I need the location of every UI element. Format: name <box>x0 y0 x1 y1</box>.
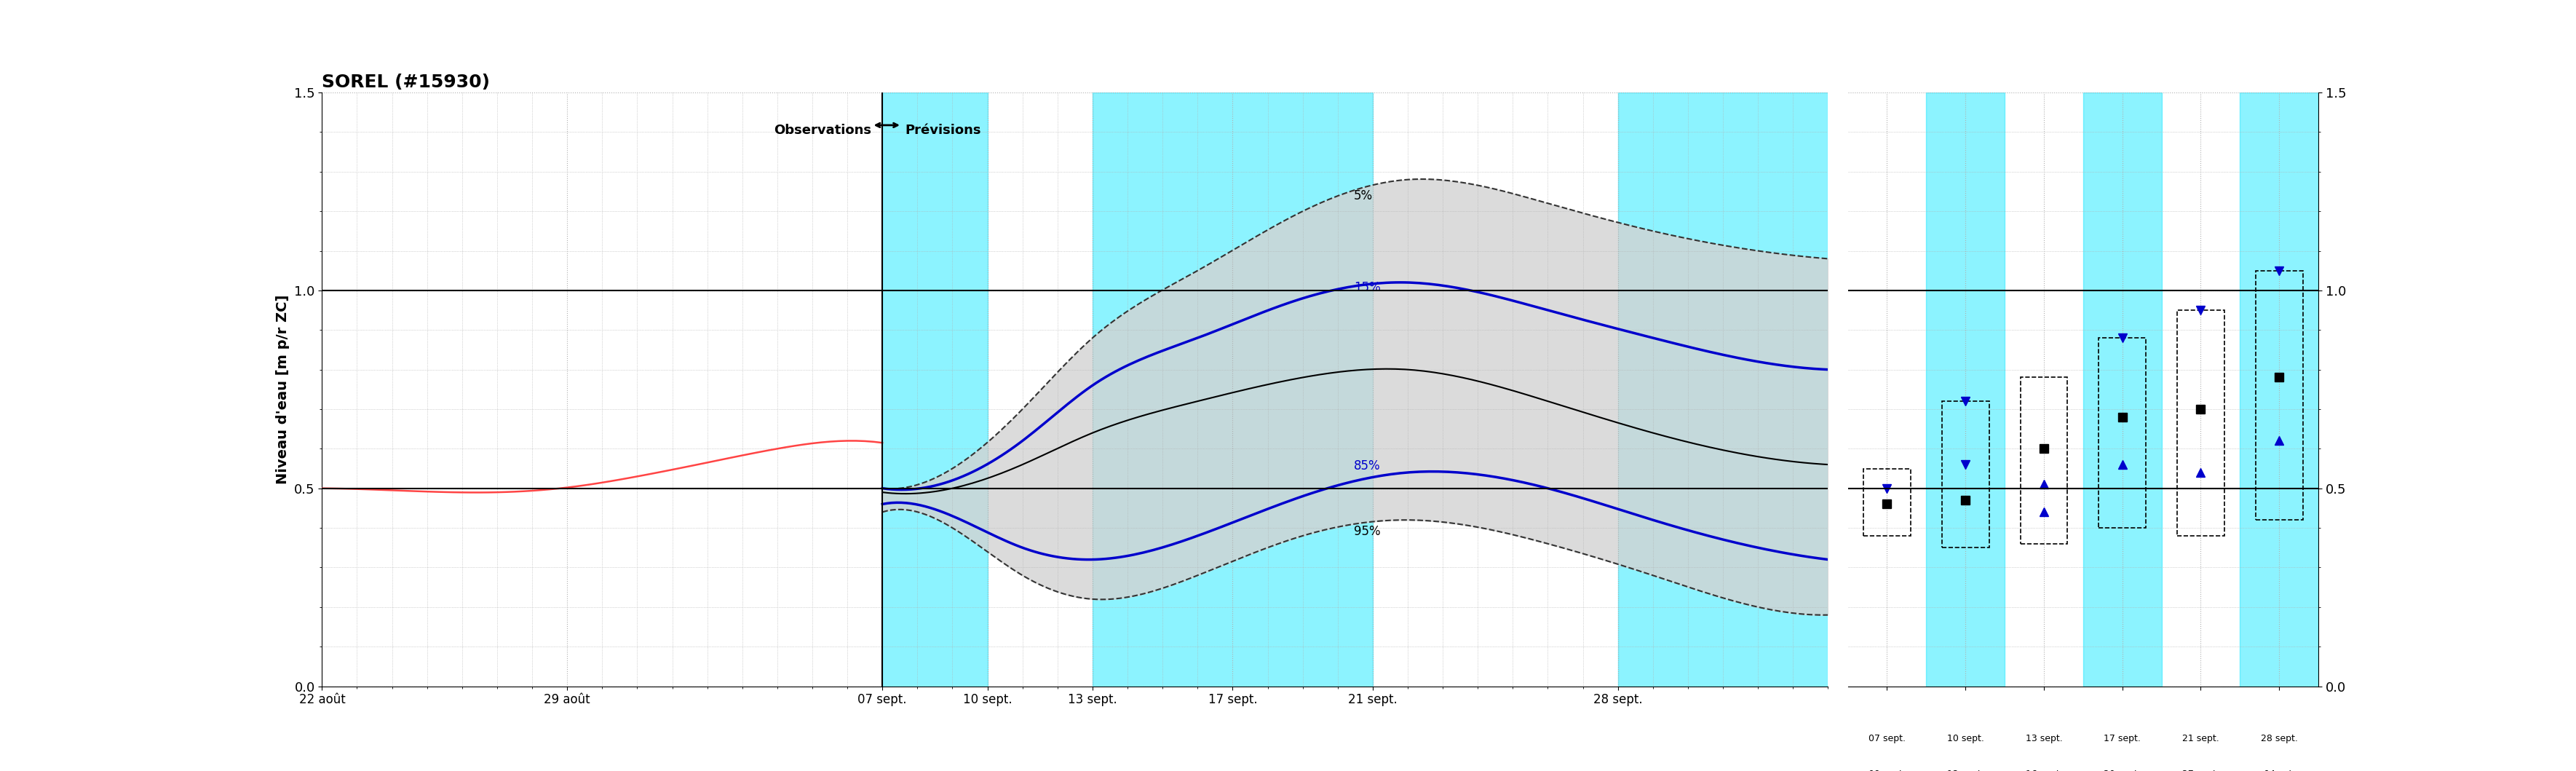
Y-axis label: Niveau d'eau [m p/r ZC]: Niveau d'eau [m p/r ZC] <box>276 295 291 484</box>
Text: 04 oct.: 04 oct. <box>2264 769 2295 771</box>
Bar <box>1927 93 2004 686</box>
Text: 12 sept.: 12 sept. <box>1947 769 1984 771</box>
Text: 85%: 85% <box>1352 460 1381 473</box>
Bar <box>884 93 987 686</box>
Text: SOREL (#15930): SOREL (#15930) <box>322 74 489 91</box>
Text: 09 sept.: 09 sept. <box>1868 769 1906 771</box>
Text: 10 sept.: 10 sept. <box>1947 734 1984 743</box>
Bar <box>2084 93 2161 686</box>
Bar <box>1092 93 1373 686</box>
Text: 13 sept.: 13 sept. <box>2025 734 2063 743</box>
Text: Prévisions: Prévisions <box>904 124 981 137</box>
Text: Observations: Observations <box>775 124 871 137</box>
Text: 21 sept.: 21 sept. <box>2182 734 2218 743</box>
Text: 20 sept.: 20 sept. <box>2105 769 2141 771</box>
Text: 17 sept.: 17 sept. <box>2105 734 2141 743</box>
Text: 28 sept.: 28 sept. <box>2262 734 2298 743</box>
Text: 27 sept.: 27 sept. <box>2182 769 2221 771</box>
Bar <box>2241 93 2318 686</box>
Bar <box>1618 93 1829 686</box>
Text: 16 sept.: 16 sept. <box>2025 769 2063 771</box>
Text: 07 sept.: 07 sept. <box>1868 734 1906 743</box>
Text: 5%: 5% <box>1352 189 1373 202</box>
Text: 15%: 15% <box>1352 281 1381 295</box>
Text: 95%: 95% <box>1352 524 1381 537</box>
